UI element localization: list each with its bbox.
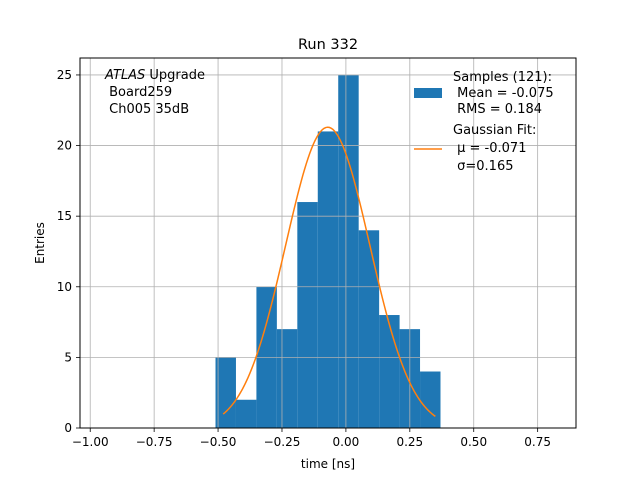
annotation-upgrade: Upgrade (145, 68, 205, 83)
x-tick-label: 0.00 (333, 435, 360, 449)
y-axis-label: Entries (33, 222, 47, 264)
y-tick-label: 25 (57, 68, 72, 82)
annotation-line-3: Ch005 35dB (105, 102, 189, 117)
histogram-bars (215, 74, 441, 428)
legend-fit-line-2: μ = -0.071 (453, 141, 526, 156)
histogram-bar (317, 131, 339, 428)
x-tick-label: −0.50 (200, 435, 237, 449)
legend-fit-line-3: σ=0.165 (453, 159, 513, 174)
y-tick-label: 0 (64, 421, 72, 435)
annotation-line-2: Board259 (105, 85, 172, 100)
annotation-atlas: ATLAS (104, 68, 145, 83)
legend-samples-line-3: RMS = 0.184 (453, 102, 542, 117)
x-axis-ticks: −1.00 −0.75 −0.50 −0.25 0.00 0.25 0.50 0.75 (72, 428, 551, 449)
legend: Samples (121): Mean = -0.075 RMS = 0.184… (414, 70, 554, 174)
histogram-bar (276, 329, 298, 428)
histogram-bar (215, 357, 236, 428)
plot-frame (79, 57, 577, 429)
x-tick-label: 0.25 (396, 435, 423, 449)
y-tick-label: 15 (57, 209, 72, 223)
annotation-line-1: ATLAS Upgrade (104, 68, 205, 83)
histogram-bar (420, 371, 441, 428)
legend-fit-line-1: Gaussian Fit: (453, 123, 536, 138)
gaussian-fit-curve (222, 126, 436, 418)
histogram-bar (297, 202, 318, 428)
x-axis-label: time [ns] (301, 457, 355, 471)
y-tick-label: 10 (57, 280, 72, 294)
legend-samples-line-1: Samples (121): (453, 70, 552, 85)
x-tick-label: −0.25 (264, 435, 301, 449)
legend-samples-swatch (414, 88, 442, 98)
histogram-bar (358, 230, 380, 428)
histogram-bar (338, 74, 359, 428)
x-tick-label: 0.75 (524, 435, 551, 449)
y-tick-label: 20 (57, 139, 72, 153)
chart-title: Run 332 (298, 37, 358, 53)
histogram-bar (379, 315, 400, 428)
x-tick-label: 0.50 (460, 435, 487, 449)
y-tick-label: 5 (64, 350, 72, 364)
annotation: ATLAS Upgrade Board259 Ch005 35dB (104, 68, 205, 117)
x-tick-label: −1.00 (72, 435, 109, 449)
histogram-bar (235, 399, 257, 428)
legend-samples-line-2: Mean = -0.075 (453, 86, 554, 101)
x-tick-label: −0.75 (136, 435, 173, 449)
y-axis-ticks: 0 5 10 15 20 25 (57, 68, 80, 435)
